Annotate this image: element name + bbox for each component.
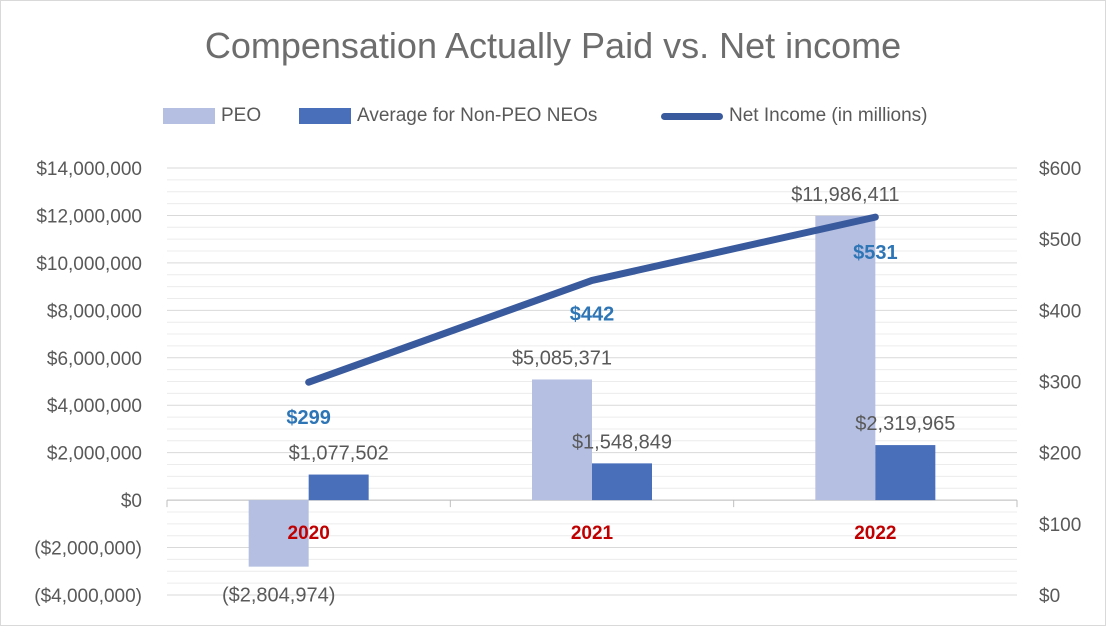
data-label-net-income: $299 <box>286 407 331 429</box>
legend-swatch-non-peo <box>299 108 351 124</box>
bar-peo <box>248 500 309 567</box>
y-left-tick-label: ($4,000,000) <box>34 586 142 607</box>
x-category-label: 2020 <box>288 523 330 544</box>
legend-label-net-income: Net Income (in millions) <box>729 105 928 126</box>
legend-swatch-peo <box>163 108 215 124</box>
bar-peo <box>815 215 876 501</box>
legend-item-peo: PEO <box>163 103 261 129</box>
x-category-label: 2022 <box>854 523 896 544</box>
x-category-label: 2021 <box>571 523 614 544</box>
line-net-income <box>305 213 879 386</box>
legend-item-net-income: Net Income (in millions) <box>661 103 928 129</box>
chart-title: Compensation Actually Paid vs. Net incom… <box>204 25 902 66</box>
y-right-tick-label: $300 <box>1039 373 1081 394</box>
y-right-tick-label: $100 <box>1039 515 1081 536</box>
legend-label-peo: PEO <box>221 105 262 126</box>
data-label-non-peo: $1,548,849 <box>572 431 672 453</box>
y-left-tick-label: ($2,000,000) <box>34 539 142 560</box>
y-left-tick-label: $10,000,000 <box>36 254 142 275</box>
bar-non-peo <box>308 474 369 501</box>
y-left-tick-label: $6,000,000 <box>47 349 142 370</box>
y-left-tick-label: $0 <box>121 491 142 512</box>
data-label-non-peo: $1,077,502 <box>289 443 389 465</box>
y-right-tick-label: $500 <box>1039 230 1081 251</box>
chart-legend: PEO Average for Non-PEO NEOs Net Income … <box>1 103 1105 129</box>
legend-item-non-peo: Average for Non-PEO NEOs <box>299 103 597 129</box>
y-left-tick-label: $2,000,000 <box>47 444 142 465</box>
data-label-peo: ($2,804,974) <box>222 585 335 607</box>
bar-peo <box>532 379 592 501</box>
y-right-tick-label: $0 <box>1039 586 1060 607</box>
y-left-tick-label: $14,000,000 <box>36 159 142 180</box>
legend-label-non-peo: Average for Non-PEO NEOs <box>357 105 598 126</box>
data-label-peo: $5,085,371 <box>512 347 612 369</box>
y-right-tick-label: $600 <box>1039 159 1081 180</box>
data-label-net-income: $442 <box>570 303 615 325</box>
y-left-tick-label: $12,000,000 <box>36 206 142 227</box>
bar-non-peo <box>592 463 652 501</box>
y-left-tick-label: $4,000,000 <box>47 396 142 417</box>
data-label-net-income: $531 <box>853 242 898 264</box>
y-right-tick-label: $400 <box>1039 301 1081 322</box>
y-right-tick-label: $200 <box>1039 444 1081 465</box>
legend-swatch-net-income <box>661 112 723 120</box>
data-label-peo: $11,986,411 <box>791 184 899 206</box>
data-label-non-peo: $2,319,965 <box>855 413 955 435</box>
y-left-tick-label: $8,000,000 <box>47 301 142 322</box>
bar-non-peo <box>875 445 936 501</box>
